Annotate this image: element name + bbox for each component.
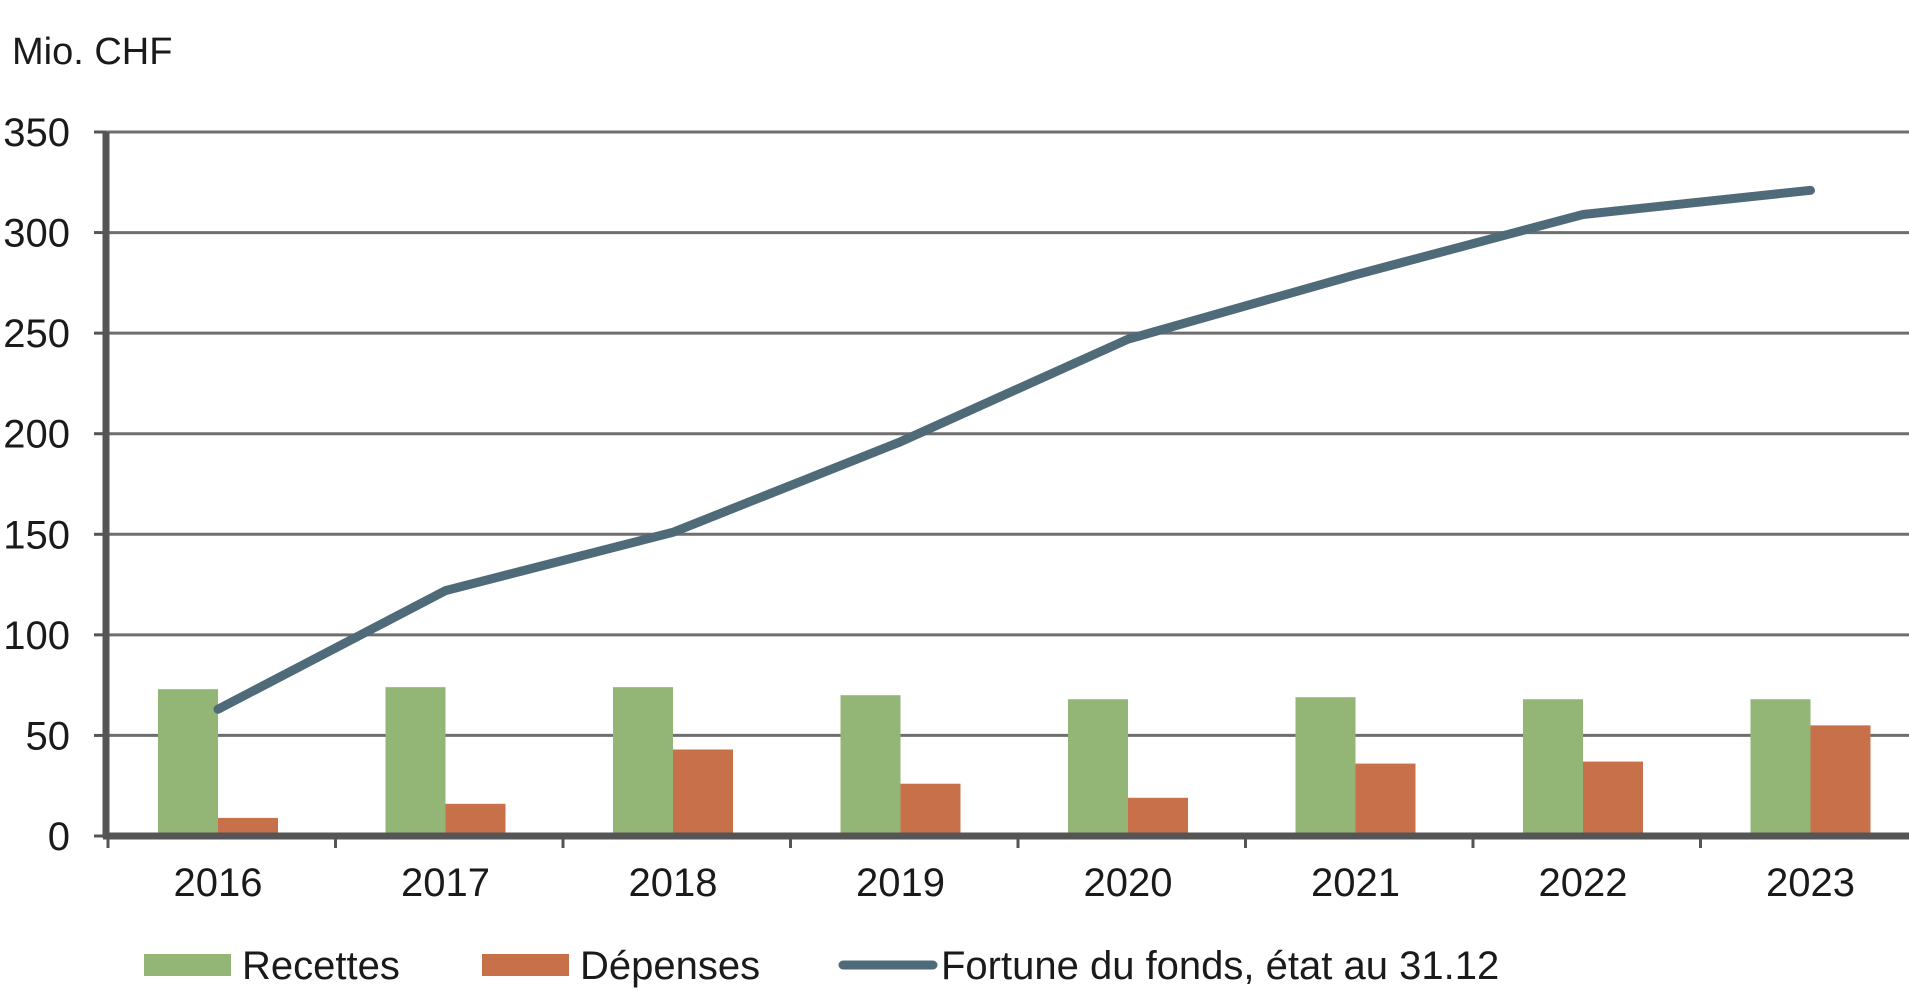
x-tick-label-2021: 2021 [1311, 861, 1400, 905]
bar-depenses-2022 [1583, 761, 1643, 836]
legend-label-1: Dépenses [580, 944, 760, 988]
x-tick-label-2019: 2019 [856, 861, 945, 905]
line-point-2017 [444, 589, 447, 592]
line-point-2023 [1809, 189, 1812, 192]
line-point-2020 [1127, 338, 1129, 341]
y-tick-label: 350 [3, 111, 70, 155]
legend: Recettes Dépenses Fortune du fonds, état a… [144, 944, 1499, 988]
bar-depenses-2019 [900, 783, 961, 836]
legend-swatch-1 [482, 954, 569, 976]
y-tick-label: 250 [3, 312, 70, 356]
x-tick-label-2018: 2018 [629, 861, 718, 905]
line-fortune-du-fonds [213, 185, 1815, 714]
y-axis-unit-label: Mio. CHF [12, 31, 172, 73]
x-tick-label-2023: 2023 [1766, 861, 1855, 905]
line-point-2016 [217, 708, 219, 711]
bar-recettes-2016 [158, 689, 218, 836]
y-axis-ticks: 0 50 100 150 200 250 300 350 [3, 111, 106, 859]
legend-label-2: Fortune du fonds, état au 31.12 [941, 944, 1499, 988]
bar-recettes-2021 [1295, 697, 1356, 836]
bar-depenses-2017 [445, 803, 506, 836]
bar-recettes-2020 [1068, 699, 1128, 836]
bar-recettes-2022 [1523, 699, 1583, 836]
line-series [213, 185, 1815, 714]
bar-depenses-2021 [1355, 763, 1416, 836]
y-tick-label: 0 [48, 815, 70, 859]
bar-recettes-2018 [613, 687, 673, 836]
legend-label-0: Recettes [242, 944, 400, 988]
gridlines [106, 130, 1909, 737]
y-tick-label: 300 [3, 212, 70, 256]
y-tick-label: 100 [3, 614, 70, 658]
line-point-2021 [1354, 273, 1357, 276]
line-point-2022 [1582, 213, 1584, 216]
bar-depenses-2020 [1128, 797, 1188, 836]
y-tick-label: 200 [3, 413, 70, 457]
bar-depenses-2023 [1810, 725, 1871, 836]
axes [102, 132, 1909, 840]
x-tick-label-2017: 2017 [401, 861, 490, 905]
y-tick-label: 150 [3, 513, 70, 557]
y-tick-label: 50 [26, 714, 71, 758]
line-point-2018 [672, 531, 674, 534]
bar-depenses-2016 [218, 817, 278, 836]
x-tick-label-2022: 2022 [1539, 861, 1628, 905]
x-tick-label-2016: 2016 [174, 861, 263, 905]
x-tick-label-2020: 2020 [1084, 861, 1173, 905]
bar-recettes-2023 [1750, 699, 1811, 836]
bar-recettes-2019 [840, 695, 901, 836]
bar-depenses-2018 [673, 749, 733, 836]
bars [158, 687, 1871, 836]
line-point-2019 [899, 440, 902, 443]
bar-recettes-2017 [385, 687, 446, 836]
x-axis-ticks: 2016 2017 2018 2019 2020 2021 2022 2023 [106, 836, 1855, 905]
legend-swatch-0 [144, 954, 231, 976]
